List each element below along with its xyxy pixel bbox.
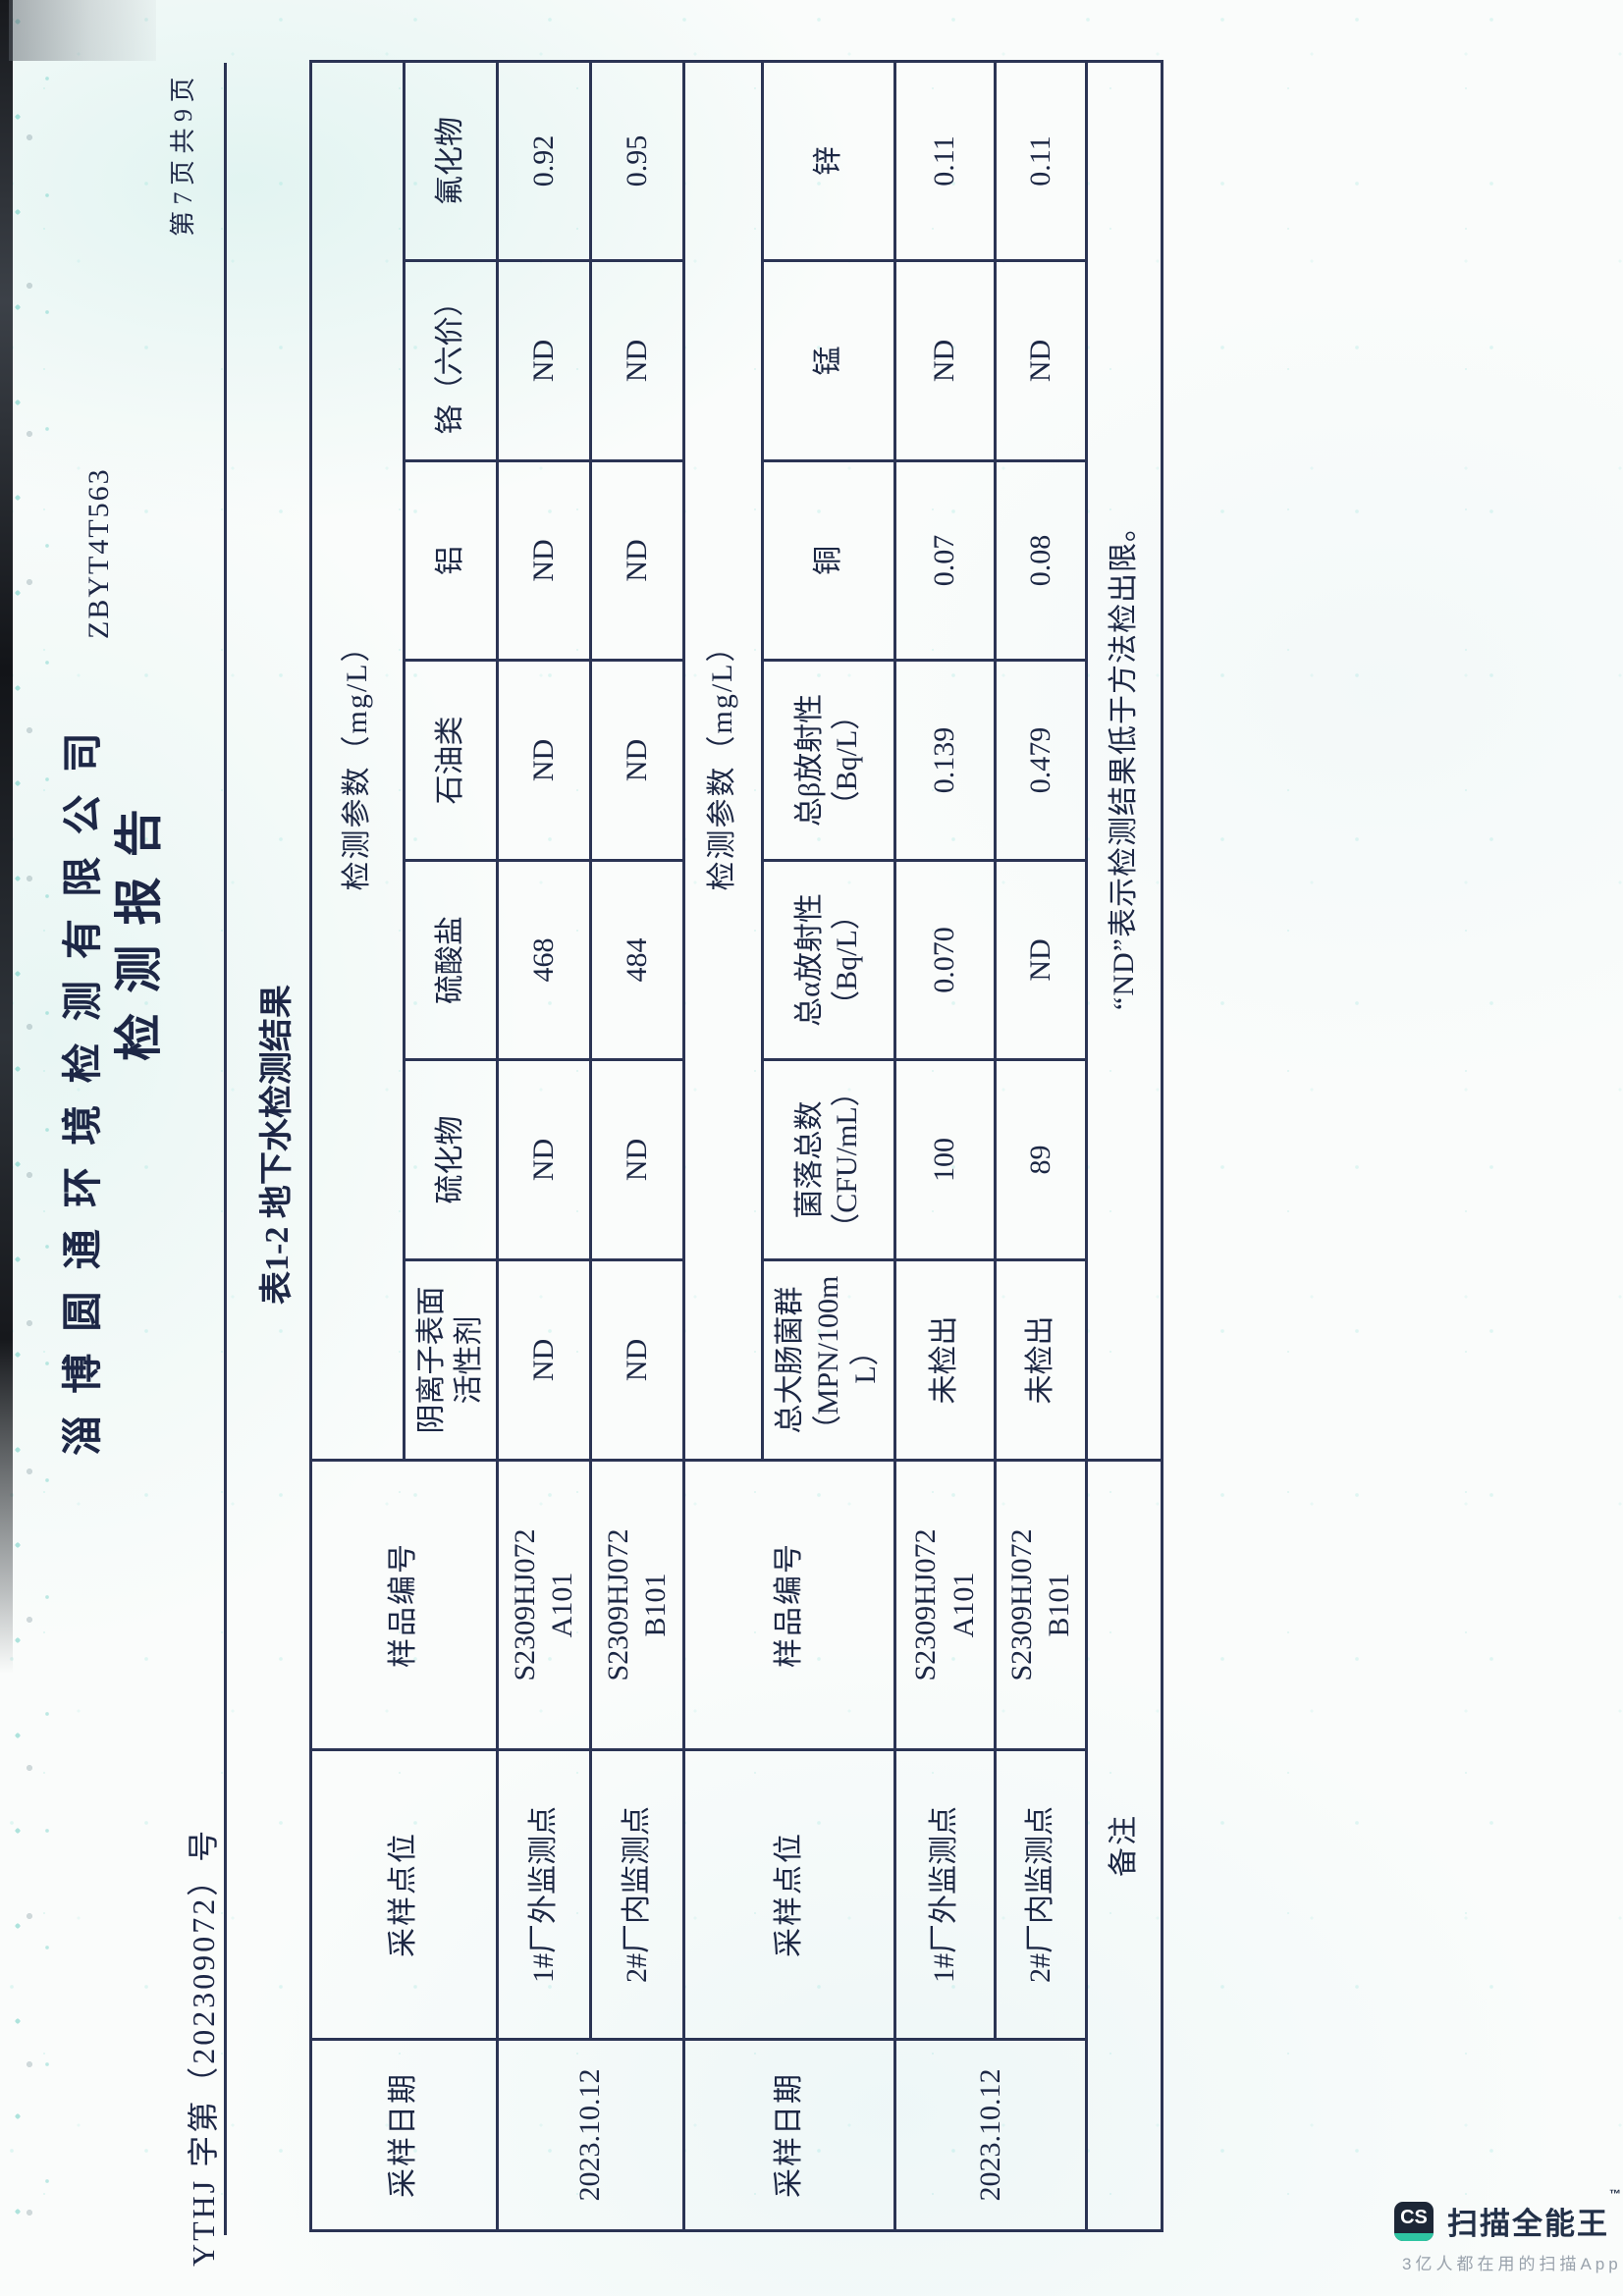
param-header: 石油类 xyxy=(404,660,498,861)
cell-value: 0.11 xyxy=(894,61,996,261)
cell-date: 2023.10.12 xyxy=(497,2039,684,2231)
cell-date: 2023.10.12 xyxy=(894,2039,1087,2231)
param-header: 锌 xyxy=(762,61,895,261)
cell-value: 0.479 xyxy=(995,660,1087,861)
table1-data-row: 2023.10.12 1#厂外监测点 S2309HJ072 A101 ND ND… xyxy=(497,61,684,2231)
cell-value: 未检出 xyxy=(894,1259,996,1461)
logo-text: CS xyxy=(1400,2207,1428,2228)
col-header-date: 采样日期 xyxy=(683,2039,895,2231)
params-group-header: 检测参数（mg/L） xyxy=(683,61,763,1461)
param-header: 总β放射性 （Bq/L） xyxy=(762,660,895,861)
camscanner-watermark: CS 扫描全能王™ 3亿人都在用的扫描App xyxy=(1394,2187,1623,2274)
camscanner-logo-icon: CS xyxy=(1394,2201,1434,2241)
cell-value: ND xyxy=(497,660,591,861)
trademark-symbol: ™ xyxy=(1609,2187,1623,2201)
cell-value: ND xyxy=(590,1059,684,1260)
params-group-header: 检测参数（mg/L） xyxy=(310,61,405,1461)
table2-data-row: 2#厂内监测点 S2309HJ072 B101 未检出 89 ND 0.479 … xyxy=(995,61,1087,2230)
report-code: ZBYT4T563 xyxy=(82,467,115,639)
col-header-point: 采样点位 xyxy=(310,1749,498,2040)
cell-value: 484 xyxy=(590,860,684,1060)
cell-point: 1#厂外监测点 xyxy=(894,1749,996,2040)
cell-value: 0.07 xyxy=(894,460,996,661)
cell-value: ND xyxy=(995,260,1087,461)
cell-value: 468 xyxy=(497,860,591,1060)
watermark-tagline: 3亿人都在用的扫描App xyxy=(1402,2255,1622,2273)
param-header: 阴离子表面 活性剂 xyxy=(404,1259,498,1461)
watermark-app-name: 扫描全能王™ xyxy=(1447,2187,1623,2241)
document-number: YTHJ 字第（202309072）号 xyxy=(186,1827,221,2267)
cell-sample: S2309HJ072 A101 xyxy=(497,1460,591,1750)
cell-value: ND xyxy=(894,260,996,461)
watermark-row: CS 扫描全能王™ xyxy=(1394,2187,1623,2243)
cell-value: 0.139 xyxy=(894,660,996,861)
cell-point: 2#厂内监测点 xyxy=(995,1749,1087,2040)
col-header-point: 采样点位 xyxy=(683,1749,895,2040)
cell-value: ND xyxy=(497,1059,591,1260)
note-text: “ND”表示检测结果低于方法检出限。 xyxy=(1086,61,1163,1461)
results-table: 采样日期 采样点位 样品编号 检测参数（mg/L） 阴离子表面 活性剂 硫化物 … xyxy=(309,60,1163,2232)
param-header: 铜 xyxy=(762,460,895,661)
param-header: 锰 xyxy=(762,260,895,461)
cell-value: ND xyxy=(497,260,591,461)
header-rule xyxy=(224,63,227,2235)
company-name: 淄 博 圆 通 环 境 检 测 有 限 公 司 xyxy=(60,726,105,1456)
cell-value: ND xyxy=(590,460,684,661)
logo-teal-strip xyxy=(1394,2232,1434,2241)
scan-corner-artifact xyxy=(9,0,156,61)
cell-value: ND xyxy=(590,660,684,861)
cell-value: ND xyxy=(497,1259,591,1461)
cell-value: 0.070 xyxy=(894,860,996,1060)
note-row: 备注 “ND”表示检测结果低于方法检出限。 xyxy=(1086,61,1163,2231)
cell-sample: S2309HJ072 B101 xyxy=(590,1460,684,1750)
cell-sample: S2309HJ072 B101 xyxy=(995,1460,1087,1750)
cell-value: 89 xyxy=(995,1059,1087,1260)
note-label: 备注 xyxy=(1086,1460,1163,2231)
param-header: 氟化物 xyxy=(404,61,498,261)
cell-value: 0.08 xyxy=(995,460,1087,661)
param-header: 铝 xyxy=(404,460,498,661)
cell-value: 0.11 xyxy=(995,61,1087,261)
table2-header-row1: 采样日期 采样点位 样品编号 检测参数（mg/L） xyxy=(683,61,895,2231)
param-header: 硫化物 xyxy=(404,1059,498,1260)
cell-value: 0.92 xyxy=(497,61,591,261)
table1-data-row: 2#厂内监测点 S2309HJ072 B101 ND ND 484 ND ND … xyxy=(590,61,684,2230)
page-indicator: 第 7 页 共 9 页 xyxy=(169,77,197,237)
cell-value: ND xyxy=(590,260,684,461)
table1-header-row1: 采样日期 采样点位 样品编号 检测参数（mg/L） xyxy=(310,61,498,2231)
table2-data-row: 2023.10.12 1#厂外监测点 S2309HJ072 A101 未检出 1… xyxy=(894,61,1087,2231)
param-header: 总α放射性 （Bq/L） xyxy=(762,860,895,1060)
table-caption: 表1-2 地下水检测结果 xyxy=(259,985,296,1305)
cell-value: ND xyxy=(590,1259,684,1461)
param-header: 铬（六价） xyxy=(404,260,498,461)
param-header: 硫酸盐 xyxy=(404,860,498,1060)
cell-point: 1#厂外监测点 xyxy=(497,1749,591,2040)
cell-value: 0.95 xyxy=(590,61,684,261)
cell-value: ND xyxy=(497,460,591,661)
col-header-sample: 样品编号 xyxy=(310,1460,498,1750)
col-header-sample: 样品编号 xyxy=(683,1460,895,1750)
cell-sample: S2309HJ072 A101 xyxy=(894,1460,996,1750)
col-header-date: 采样日期 xyxy=(310,2039,498,2231)
report-title: 检 测 报 告 xyxy=(112,805,166,1061)
cell-value: 未检出 xyxy=(995,1259,1087,1461)
cell-value: 100 xyxy=(894,1059,996,1260)
cell-value: ND xyxy=(995,860,1087,1060)
param-header: 总大肠菌群 （MPN/100m L） xyxy=(762,1259,895,1461)
cell-point: 2#厂内监测点 xyxy=(590,1749,684,2040)
param-header: 菌落总数 （CFU/mL） xyxy=(762,1059,895,1260)
scan-edge-shadow xyxy=(0,0,13,1674)
